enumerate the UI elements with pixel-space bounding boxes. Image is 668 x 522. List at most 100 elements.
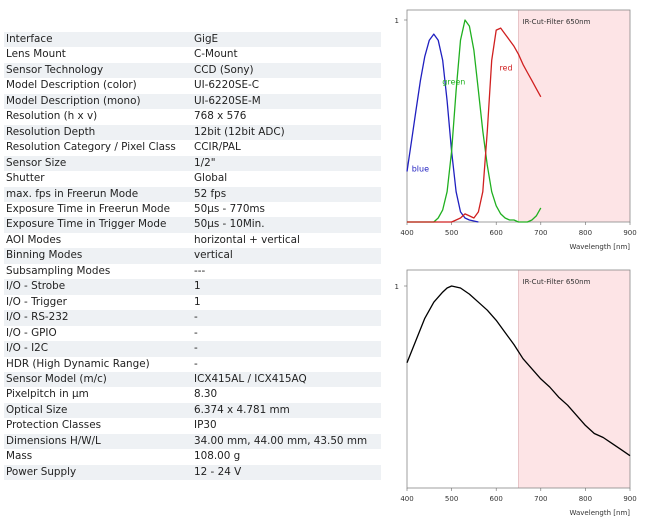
spec-label: AOI Modes <box>6 233 62 246</box>
spec-value: horizontal + vertical <box>194 233 300 246</box>
spec-label: Interface <box>4 32 192 48</box>
spec-value: UI-6220SE-M <box>192 93 381 110</box>
spec-table: Interface GigE Lens Mount C-Mount Sensor Tec… <box>4 32 381 481</box>
x-tick-label: 500 <box>445 229 458 237</box>
spectral-sensitivity-color-chart: IR-Cut-Filter 650nm 1 400 500 600 700 800 900 Wa… <box>395 9 637 251</box>
spec-row: Optical Size 6.374 x 4.781 mm <box>4 402 381 419</box>
spec-value: 1 <box>192 279 381 295</box>
x-tick-label: 600 <box>490 229 503 237</box>
spec-value: 34.00 mm, 44.00 mm, 43.50 mm <box>192 433 381 450</box>
spec-row: I/O - I2C - <box>4 341 381 357</box>
spec-row: I/O - RS-232- <box>4 310 381 326</box>
spec-value: - <box>192 341 381 357</box>
spec-label: HDR (High Dynamic Range) <box>6 357 150 370</box>
spec-row: Resolution Category / Pixel Class CCIR/PA… <box>4 140 381 155</box>
spec-row: Subsampling Modes --- <box>4 264 381 279</box>
spec-value: 1 <box>194 295 201 308</box>
spec-row: I/O - Trigger 1 <box>4 295 381 310</box>
spec-row: Exposure Time in Trigger Mode 50µs - 10Mi… <box>4 217 381 233</box>
spec-value: - <box>192 310 381 326</box>
spec-value: Global <box>194 172 228 185</box>
spec-row: Power Supply 12 - 24 V <box>4 464 381 481</box>
spec-value: 6.374 x 4.781 mm <box>192 402 381 419</box>
x-tick-label: 900 <box>623 495 636 503</box>
ir-cut-region <box>518 10 630 222</box>
spec-value: CCIR/PAL <box>194 141 241 154</box>
spec-row: I/O - Strobe 1 <box>4 279 381 295</box>
spec-label: Sensor Size <box>4 155 192 172</box>
x-axis-label: Wavelength [nm] <box>570 243 631 251</box>
spec-row: AOI Modes horizontal + vertical <box>4 233 381 248</box>
spec-row: Resolution Depth 12bit (12bit ADC) <box>4 124 381 141</box>
blue-series-line <box>406 33 479 223</box>
spec-label: I/O - Strobe <box>4 279 192 295</box>
spec-label: I/O - Trigger <box>6 295 67 308</box>
spec-value: IP30 <box>194 419 217 432</box>
spec-value: - <box>194 357 198 370</box>
spec-label: Resolution Category / Pixel Class <box>6 141 176 154</box>
ir-cut-region <box>518 270 630 488</box>
spec-row: Model Description (mono) UI-6220SE-M <box>4 93 381 110</box>
green-series-label: green <box>442 78 465 87</box>
spec-row: Dimensions H/W/L 34.00 mm, 44.00 mm, 43.5… <box>4 433 381 450</box>
spec-value: 52 fps <box>192 186 381 202</box>
spec-label: Resolution Depth <box>4 124 192 141</box>
spec-row: Binning Modes vertical <box>4 248 381 264</box>
spec-value: C-Mount <box>194 48 238 61</box>
spec-label: max. fps in Freerun Mode <box>4 186 192 202</box>
spec-value: GigE <box>192 32 381 48</box>
x-tick-label: 900 <box>623 229 636 237</box>
spec-row: Sensor Technology CCD (Sony) <box>4 62 381 79</box>
spec-label: Dimensions H/W/L <box>4 433 192 450</box>
y-tick-label: 1 <box>395 283 399 291</box>
spec-value: 50µs - 10Min. <box>192 217 381 233</box>
red-series-line <box>407 27 542 223</box>
x-tick-label: 700 <box>534 229 547 237</box>
spec-row: Pixelpitch in µm 8.30 <box>4 387 381 402</box>
spec-value: CCD (Sony) <box>192 62 381 79</box>
x-tick-label: 800 <box>579 495 592 503</box>
spec-label: Lens Mount <box>6 48 66 61</box>
x-tick-label: 400 <box>400 229 413 237</box>
spec-label: Exposure Time in Freerun Mode <box>6 202 171 215</box>
spec-row: Model Description (color) UI-6220SE-C <box>4 78 381 93</box>
spec-label: Binning Modes <box>4 248 192 264</box>
spec-row: max. fps in Freerun Mode 52 fps <box>4 186 381 202</box>
x-tick-label: 600 <box>490 495 503 503</box>
spec-label: Shutter <box>6 172 45 185</box>
spec-label: Protection Classes <box>6 419 102 432</box>
response-series-line <box>406 285 631 457</box>
spec-value: vertical <box>192 248 381 264</box>
spec-label: Resolution (h x v) <box>6 110 98 123</box>
spec-row: HDR (High Dynamic Range) - <box>4 357 381 372</box>
spec-value: - <box>194 326 198 339</box>
spec-value: --- <box>194 264 206 277</box>
spec-row: Lens Mount C-Mount <box>4 47 381 62</box>
spec-row: Exposure Time in Freerun Mode 50µs - 770m… <box>4 202 381 217</box>
x-tick-label: 800 <box>579 229 592 237</box>
spec-value: 50µs - 770ms <box>194 202 265 215</box>
spec-label: Power Supply <box>4 464 192 481</box>
spec-label: I/O - GPIO <box>6 326 57 339</box>
green-series-line <box>407 19 542 223</box>
spec-label: Pixelpitch in µm <box>6 388 89 401</box>
x-axis-label: Wavelength [nm] <box>570 509 631 517</box>
spec-row: I/O - GPIO - <box>4 326 381 341</box>
spec-value: 768 x 576 <box>194 110 247 123</box>
plot-frame <box>406 269 631 489</box>
x-tick-label: 500 <box>445 495 458 503</box>
spec-label: Sensor Technology <box>4 62 192 79</box>
spec-row: Mass 108.00 g <box>4 449 381 464</box>
x-tick-label: 400 <box>400 495 413 503</box>
spec-value: 1/2" <box>192 155 381 172</box>
spec-label: Exposure Time in Trigger Mode <box>4 217 192 233</box>
spec-value: 12 - 24 V <box>192 464 381 481</box>
x-tick-label: 700 <box>534 495 547 503</box>
spec-value: UI-6220SE-C <box>194 79 260 92</box>
spec-value: 12bit (12bit ADC) <box>192 124 381 141</box>
red-series-label: red <box>499 64 512 73</box>
spec-label: Subsampling Modes <box>6 264 111 277</box>
spec-rows: Interface GigE Lens Mount C-Mount Sensor Tec… <box>4 32 381 481</box>
spec-label: Mass <box>6 450 33 463</box>
spec-row: Sensor Model (m/c) ICX415AL / ICX415AQ <box>4 371 381 388</box>
